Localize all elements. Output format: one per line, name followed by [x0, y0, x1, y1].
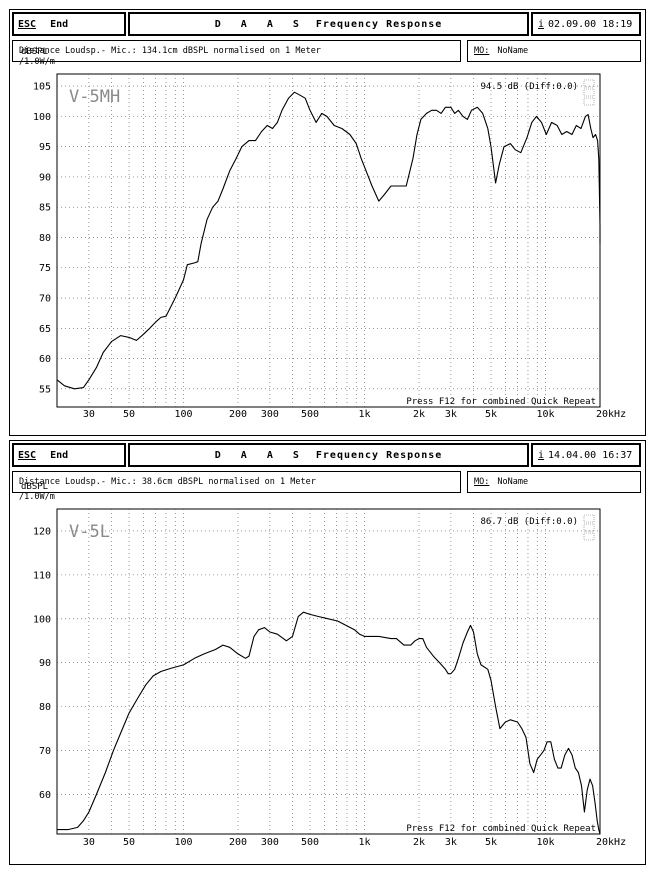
- x-tick-label: 500: [301, 409, 319, 420]
- end-label: End: [50, 18, 69, 30]
- page-title: Frequency Response: [315, 449, 443, 461]
- info-key[interactable]: i: [538, 18, 545, 30]
- indicator-glyph: [583, 88, 595, 97]
- x-tick-label: 300: [261, 837, 279, 848]
- footer-note: Press F12 for combined Quick Repeat: [406, 397, 596, 407]
- y-tick-label: 100: [33, 614, 51, 625]
- series-label: V-5MH: [69, 87, 120, 107]
- y-tick-label: 80: [39, 702, 51, 713]
- x-tick-label: 500: [301, 837, 319, 848]
- x-tick-label: 200: [229, 409, 247, 420]
- x-tick-label: 5k: [485, 409, 497, 420]
- level-readout: 94.5 dB (Diff:0.0): [480, 82, 578, 92]
- series-label: V-5L: [69, 522, 110, 542]
- x-tick-label: 30: [83, 837, 95, 848]
- x-tick-label: 20kHz: [596, 837, 626, 848]
- y-tick-label: 70: [39, 746, 51, 757]
- y-axis-label: dBSPL: [21, 47, 48, 57]
- y-tick-label: 70: [39, 294, 51, 305]
- indicator-glyph: [583, 523, 595, 532]
- y-tick-label: 95: [39, 142, 51, 153]
- x-tick-label: 30: [83, 409, 95, 420]
- x-tick-label: 300: [261, 409, 279, 420]
- esc-end-button[interactable]: ESC End: [12, 12, 126, 36]
- plot-area: 55 60 65 70 75 80 85 90 95 100 105 30 50 100 200 300 500…: [19, 47, 626, 420]
- frequency-response-line: [57, 611, 601, 835]
- x-tick-label: 3k: [445, 409, 457, 420]
- title-bar: D A A S Frequency Response: [128, 12, 529, 36]
- y-tick-label: 55: [39, 384, 51, 395]
- esc-end-button[interactable]: ESC End: [12, 443, 126, 467]
- app-name: D A A S: [214, 18, 306, 30]
- footer-note: Press F12 for combined Quick Repeat: [406, 824, 596, 834]
- distance-info: Distance Loudsp.- Mic.: 134.1cm dBSPL no…: [19, 46, 321, 56]
- plot-area: 60 70 80 90 100 110 120 30 50 100 200 300 500 1k 2k 3k 5…: [19, 482, 626, 848]
- info-bar: Distance Loudsp.- Mic.: 134.1cm dBSPL no…: [12, 40, 461, 62]
- title-bar: D A A S Frequency Response: [128, 443, 529, 467]
- y-axis-unit: /1.0W/m: [19, 57, 55, 67]
- x-tick-label: 100: [174, 409, 192, 420]
- x-tick-label: 1k: [358, 837, 370, 848]
- y-tick-label: 60: [39, 354, 51, 365]
- chart-panel: ESC End D A A S Frequency Response i 02.…: [9, 9, 646, 436]
- date-box[interactable]: i 02.09.00 18:19: [531, 12, 641, 36]
- app-name: D A A S: [214, 449, 306, 461]
- y-tick-label: 75: [39, 263, 51, 274]
- x-tick-label: 5k: [485, 837, 497, 848]
- x-tick-label: 10k: [536, 409, 554, 420]
- x-tick-label: 200: [229, 837, 247, 848]
- indicator-glyph: [583, 97, 595, 106]
- model-box[interactable]: MO: NoName: [467, 40, 641, 62]
- y-tick-label: 65: [39, 324, 51, 335]
- frequency-response-line: [56, 91, 601, 390]
- y-tick-label: 90: [39, 172, 51, 183]
- info-key[interactable]: i: [538, 449, 545, 461]
- y-tick-label: 80: [39, 233, 51, 244]
- mo-key[interactable]: MO:: [474, 477, 490, 487]
- date-text: 14.04.00 16:37: [548, 449, 633, 461]
- y-tick-label: 85: [39, 203, 51, 214]
- plot-frame: [56, 73, 601, 408]
- y-axis-label: dBSPL: [21, 482, 48, 492]
- esc-label[interactable]: ESC: [18, 18, 37, 30]
- y-tick-label: 110: [33, 570, 51, 581]
- page-title: Frequency Response: [315, 18, 443, 30]
- x-tick-label: 2k: [413, 837, 425, 848]
- chart-panel: ESC End D A A S Frequency Response i 14.…: [9, 440, 646, 865]
- x-tick-label: 100: [174, 837, 192, 848]
- mo-value: NoName: [497, 46, 529, 56]
- info-bar: Distance Loudsp.- Mic.: 38.6cm dBSPL nor…: [12, 471, 461, 493]
- x-tick-label: 2k: [413, 409, 425, 420]
- mo-key[interactable]: MO:: [474, 46, 490, 56]
- x-tick-label: 3k: [445, 837, 457, 848]
- level-readout: 86.7 dB (Diff:0.0): [480, 517, 578, 527]
- y-axis-unit: /1.0W/m: [19, 492, 55, 502]
- indicator-glyph: [583, 514, 595, 523]
- end-label: End: [50, 449, 69, 461]
- distance-info: Distance Loudsp.- Mic.: 38.6cm dBSPL nor…: [19, 477, 316, 487]
- x-tick-label: 1k: [358, 409, 370, 420]
- x-tick-label: 50: [123, 409, 135, 420]
- y-tick-label: 120: [33, 526, 51, 537]
- x-tick-label: 10k: [536, 837, 554, 848]
- date-text: 02.09.00 18:19: [548, 18, 633, 30]
- model-box[interactable]: MO: NoName: [467, 471, 641, 493]
- y-tick-label: 100: [33, 112, 51, 123]
- indicator-glyph: [583, 532, 595, 541]
- esc-label[interactable]: ESC: [18, 449, 37, 461]
- plot-frame: [56, 508, 601, 835]
- date-box[interactable]: i 14.04.00 16:37: [531, 443, 641, 467]
- indicator-glyph: [583, 79, 595, 88]
- y-tick-label: 105: [33, 82, 51, 93]
- x-tick-label: 20kHz: [596, 409, 626, 420]
- mo-value: NoName: [497, 477, 529, 487]
- y-tick-label: 90: [39, 658, 51, 669]
- x-tick-label: 50: [123, 837, 135, 848]
- y-tick-label: 60: [39, 790, 51, 801]
